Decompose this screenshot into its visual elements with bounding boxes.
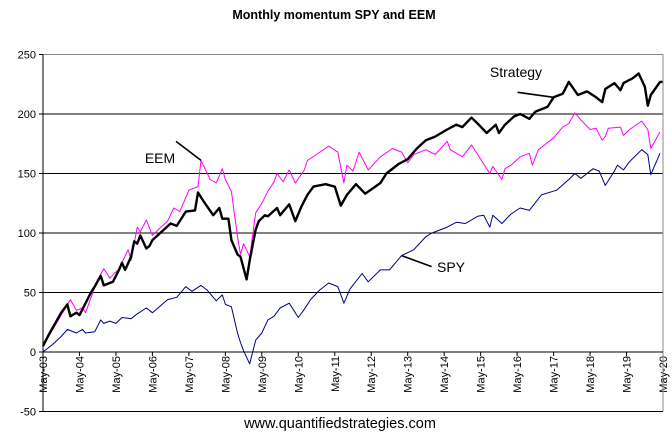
series-lines	[41, 72, 663, 365]
y-tick-label: -50	[20, 407, 36, 419]
x-tick-label: May-16	[512, 356, 524, 393]
x-tick-label: May-17	[549, 356, 561, 393]
axes	[42, 54, 664, 412]
x-tick-label: May-11	[330, 356, 342, 392]
y-tick-label: 0	[30, 347, 36, 359]
annotation-label-spy: SPY	[437, 259, 466, 275]
y-tick-label: 250	[18, 50, 36, 62]
x-tick-label: May-12	[366, 356, 378, 393]
annotation-label-strategy: Strategy	[490, 64, 542, 80]
x-tick-label: May-10	[293, 356, 305, 393]
x-tick-label: May-08	[220, 356, 232, 393]
annotation-leader-line	[517, 91, 554, 99]
series-line-strategy	[41, 72, 663, 347]
y-axis-ticks: 250 200 150 100 50 0 -50	[18, 50, 43, 419]
x-tick-label: May-20	[658, 356, 670, 393]
x-tick-label: May-03	[38, 356, 50, 393]
x-axis-ticks: May-03 May-04 May-05 May-06 May-07 May-08 May-…	[38, 352, 670, 393]
y-tick-label: 50	[24, 288, 36, 300]
x-tick-label: May-06	[147, 356, 159, 393]
footer-website: www.quantifiedstrategies.com	[243, 416, 436, 432]
x-tick-label: May-15	[476, 356, 488, 393]
x-tick-label: May-19	[622, 356, 634, 393]
x-tick-label: May-05	[111, 356, 123, 393]
annotation-label-eem: EEM	[145, 150, 175, 166]
annotation-leader-line	[175, 140, 202, 162]
x-tick-label: May-18	[585, 356, 597, 393]
y-tick-label: 100	[18, 228, 36, 240]
annotations: Strategy EEM SPY	[145, 64, 554, 275]
series-line-eem	[42, 112, 661, 347]
chart-title: Monthly momentum SPY and EEM	[232, 8, 435, 22]
x-tick-label: May-04	[74, 356, 86, 393]
y-tick-label: 150	[18, 169, 36, 181]
series-line-spy	[42, 149, 661, 365]
x-tick-label: May-14	[439, 356, 451, 393]
x-tick-label: May-09	[257, 356, 269, 393]
x-tick-label: May-07	[184, 356, 196, 393]
annotation-leader-line	[401, 254, 432, 268]
gridlines	[43, 113, 663, 293]
y-tick-label: 200	[18, 109, 36, 121]
x-tick-label: May-13	[403, 356, 415, 393]
